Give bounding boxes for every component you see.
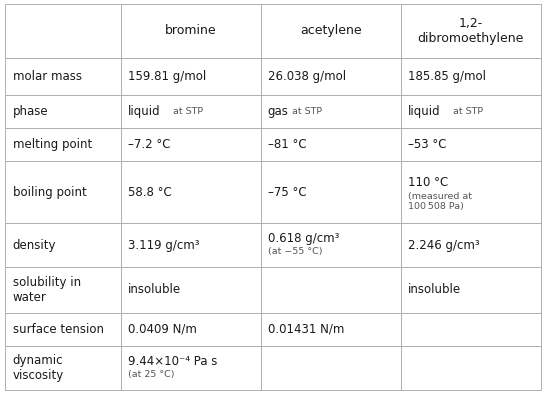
Bar — [401, 267, 541, 313]
Text: at STP: at STP — [453, 107, 483, 116]
Text: –7.2 °C: –7.2 °C — [128, 138, 170, 151]
Text: 110 °C: 110 °C — [408, 177, 448, 190]
Bar — [121, 267, 260, 313]
Bar — [260, 4, 401, 58]
Bar — [121, 313, 260, 346]
Bar — [121, 128, 260, 162]
Bar — [5, 128, 121, 162]
Bar — [121, 4, 260, 58]
Bar — [5, 162, 121, 223]
Text: liquid: liquid — [128, 105, 160, 118]
Text: solubility in
water: solubility in water — [13, 276, 81, 304]
Text: 1,2-
dibromoethylene: 1,2- dibromoethylene — [418, 17, 524, 45]
Text: melting point: melting point — [13, 138, 92, 151]
Text: dynamic
viscosity: dynamic viscosity — [13, 354, 64, 382]
Text: insoluble: insoluble — [408, 283, 461, 296]
Text: (at −55 °C): (at −55 °C) — [268, 247, 322, 256]
Text: (measured at
100 508 Pa): (measured at 100 508 Pa) — [408, 192, 472, 211]
Bar — [121, 162, 260, 223]
Bar — [401, 95, 541, 128]
Text: 0.01431 N/m: 0.01431 N/m — [268, 323, 344, 336]
Text: (at 25 °C): (at 25 °C) — [128, 370, 174, 379]
Text: molar mass: molar mass — [13, 70, 81, 83]
Bar — [401, 4, 541, 58]
Bar — [121, 58, 260, 95]
Bar — [5, 95, 121, 128]
Text: phase: phase — [13, 105, 48, 118]
Text: insoluble: insoluble — [128, 283, 181, 296]
Text: boiling point: boiling point — [13, 186, 86, 199]
Text: surface tension: surface tension — [13, 323, 104, 336]
Bar — [260, 346, 401, 390]
Text: –53 °C: –53 °C — [408, 138, 447, 151]
Bar — [260, 128, 401, 162]
Text: 3.119 g/cm³: 3.119 g/cm³ — [128, 238, 199, 251]
Bar — [260, 313, 401, 346]
Bar — [5, 346, 121, 390]
Bar — [5, 267, 121, 313]
Text: at STP: at STP — [173, 107, 203, 116]
Bar — [401, 313, 541, 346]
Bar — [401, 162, 541, 223]
Text: acetylene: acetylene — [300, 24, 361, 37]
Text: bromine: bromine — [165, 24, 216, 37]
Bar — [260, 162, 401, 223]
Bar — [5, 223, 121, 267]
Text: –81 °C: –81 °C — [268, 138, 306, 151]
Bar — [260, 223, 401, 267]
Text: gas: gas — [268, 105, 289, 118]
Text: at STP: at STP — [292, 107, 322, 116]
Text: density: density — [13, 238, 56, 251]
Text: 0.0409 N/m: 0.0409 N/m — [128, 323, 197, 336]
Bar — [260, 95, 401, 128]
Bar — [401, 128, 541, 162]
Text: 185.85 g/mol: 185.85 g/mol — [408, 70, 486, 83]
Bar — [121, 95, 260, 128]
Text: –75 °C: –75 °C — [268, 186, 306, 199]
Text: 9.44×10⁻⁴ Pa s: 9.44×10⁻⁴ Pa s — [128, 355, 217, 368]
Text: 26.038 g/mol: 26.038 g/mol — [268, 70, 346, 83]
Text: 0.618 g/cm³: 0.618 g/cm³ — [268, 232, 339, 245]
Bar — [260, 267, 401, 313]
Bar — [260, 58, 401, 95]
Text: 2.246 g/cm³: 2.246 g/cm³ — [408, 238, 479, 251]
Bar — [401, 223, 541, 267]
Bar — [401, 58, 541, 95]
Text: 159.81 g/mol: 159.81 g/mol — [128, 70, 206, 83]
Bar — [5, 313, 121, 346]
Bar — [121, 223, 260, 267]
Bar — [121, 346, 260, 390]
Bar — [401, 346, 541, 390]
Text: 58.8 °C: 58.8 °C — [128, 186, 171, 199]
Bar — [5, 58, 121, 95]
Bar — [5, 4, 121, 58]
Text: liquid: liquid — [408, 105, 441, 118]
